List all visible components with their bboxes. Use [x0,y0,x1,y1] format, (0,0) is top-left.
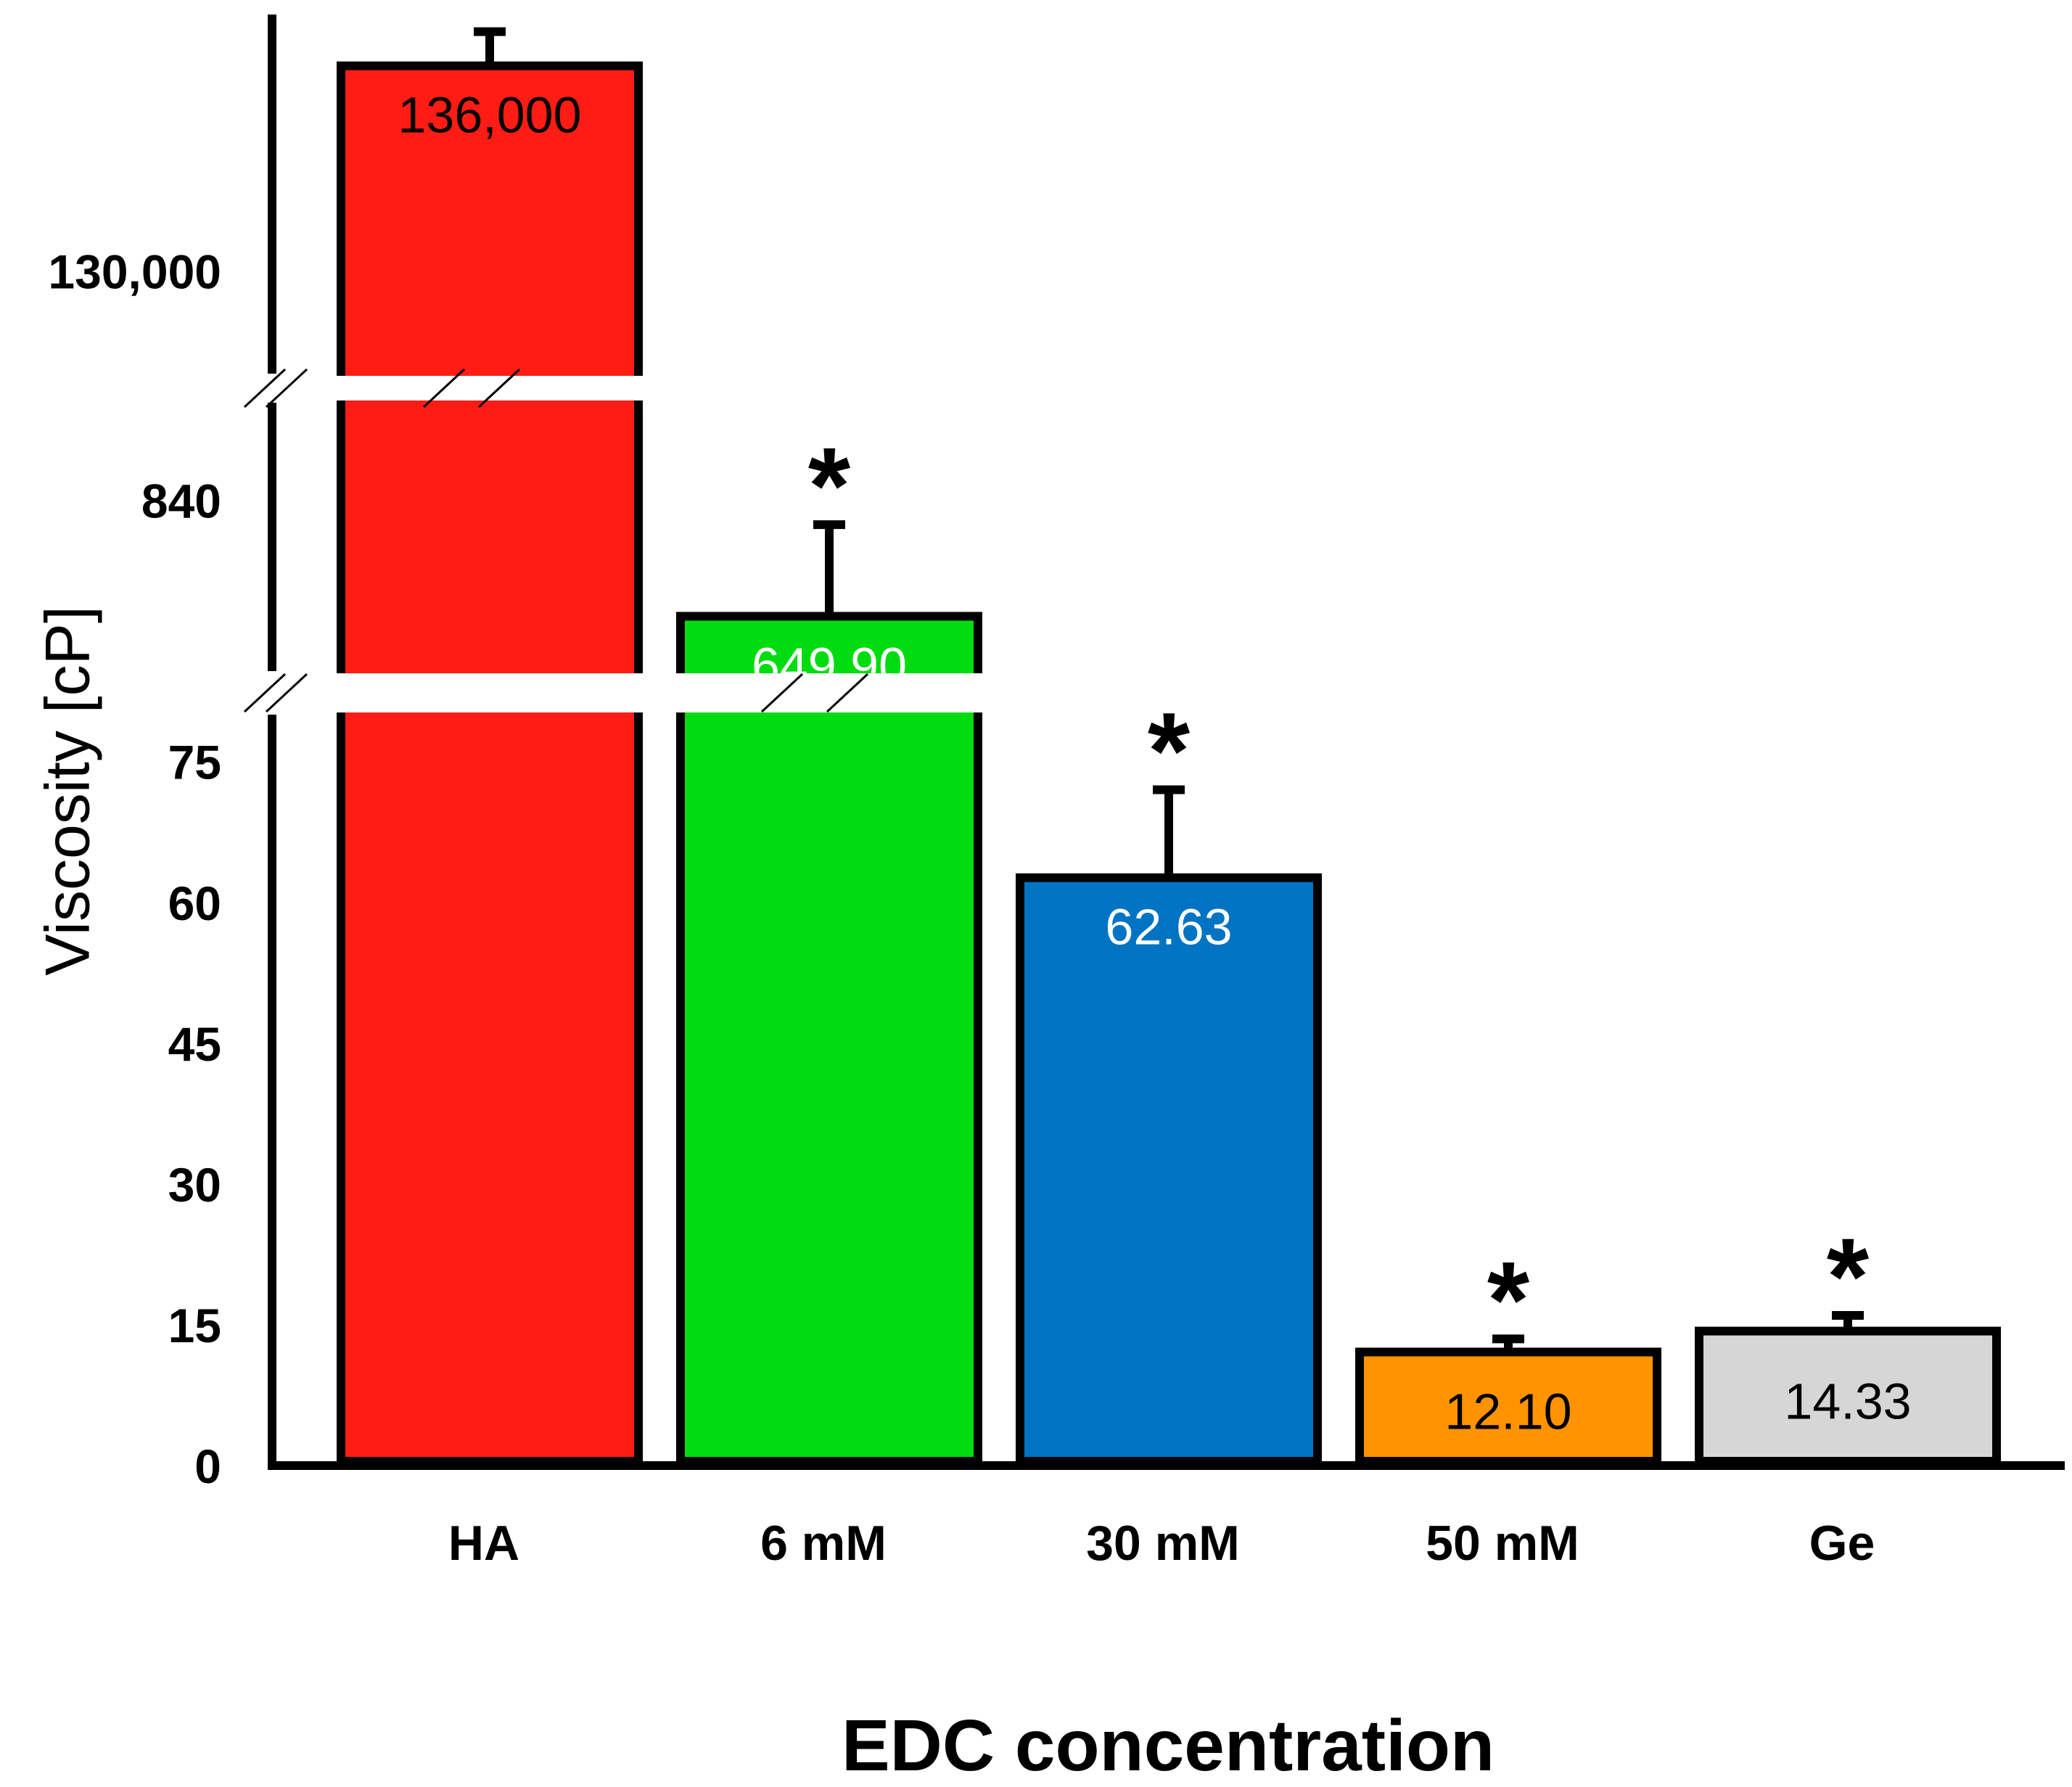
bar [676,612,982,1466]
significance-marker: * [1487,1238,1530,1360]
axis-break-band [330,673,983,712]
x-tick-label: 30 mM [1086,1516,1240,1571]
axis-break-mark [243,673,287,713]
y-tick-label: 15 [168,1299,221,1352]
bar-value-label: 136,000 [398,87,581,144]
axis-break-band [330,376,983,400]
x-tick-label: 6 mM [760,1516,887,1571]
x-axis-title: EDC concentration [842,1705,1495,1786]
axis-break-mark [265,673,308,713]
x-tick-label: Ge [1809,1516,1875,1571]
y-tick-label: 45 [168,1017,221,1071]
significance-marker: * [1827,1215,1870,1337]
y-tick-label: 0 [194,1439,221,1493]
axis-break-mark [477,368,521,408]
bar-value-label: 14.33 [1784,1373,1911,1429]
bar [1016,873,1322,1466]
axis-break-mark [243,368,287,408]
bar [1355,1347,1661,1466]
x-tick-label: 50 mM [1426,1516,1579,1571]
y-tick-label: 840 [141,475,221,528]
bar-value-label: 12.10 [1444,1384,1571,1440]
axis-break-mark [265,368,308,408]
bar-value-label: 62.63 [1105,899,1232,956]
y-tick-label: 75 [168,736,221,789]
y-tick-label: 130,000 [48,245,221,299]
y-axis-title: Viscosity [cP] [33,606,103,976]
x-tick-label: HA [448,1516,519,1571]
axis-break-mark [760,673,804,713]
y-tick-label: 60 [168,876,221,930]
significance-marker: * [1148,690,1191,812]
axis-break-mark [422,368,466,408]
axis-break-mark [826,673,869,713]
y-tick-label: 30 [168,1158,221,1212]
bar [337,61,643,1466]
significance-marker: * [808,424,851,546]
